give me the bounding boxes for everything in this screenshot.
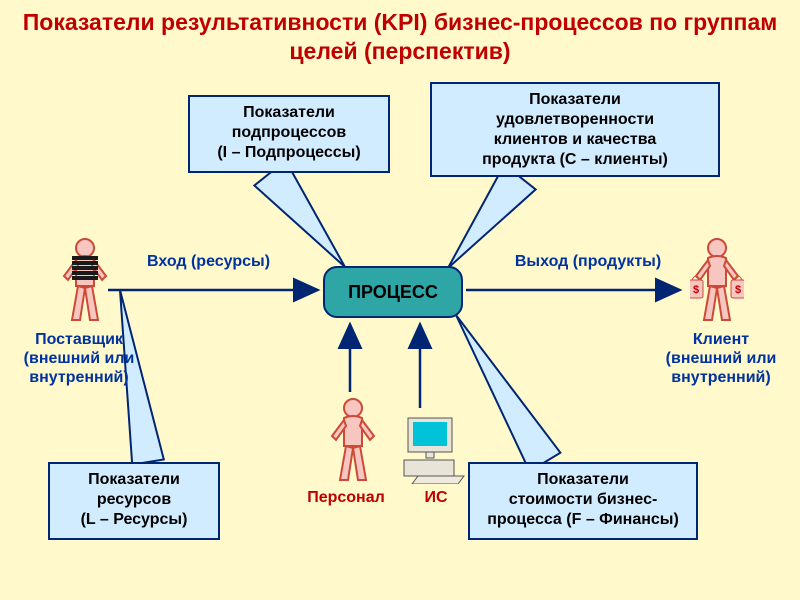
label-input: Вход (ресурсы) [126,252,291,271]
page-title: Показатели результативности (KPI) бизнес… [0,8,800,66]
svg-text:$: $ [693,284,699,296]
client-icon: $$ [690,236,744,326]
personnel-icon [326,396,380,486]
label-supplier: Поставщик(внешний иливнутренний) [4,330,154,388]
callout-resources: Показателиресурсов(L – Ресурсы) [48,462,220,540]
label-output: Выход (продукты) [498,252,678,271]
label-is: ИС [416,488,456,507]
supplier-icon [58,236,112,326]
callout-clients: Показателиудовлетворенностиклиентов и ка… [430,82,720,177]
label-personnel: Персонал [296,488,396,507]
callout-finance: Показателистоимости бизнес-процесса (F –… [468,462,698,540]
callout-subprocesses: Показателиподпроцессов(I – Подпроцессы) [188,95,390,173]
process-box: ПРОЦЕСС [323,266,463,318]
svg-text:$: $ [735,284,741,296]
label-client: Клиент(внешний иливнутренний) [646,330,796,388]
computer-icon [398,414,468,484]
